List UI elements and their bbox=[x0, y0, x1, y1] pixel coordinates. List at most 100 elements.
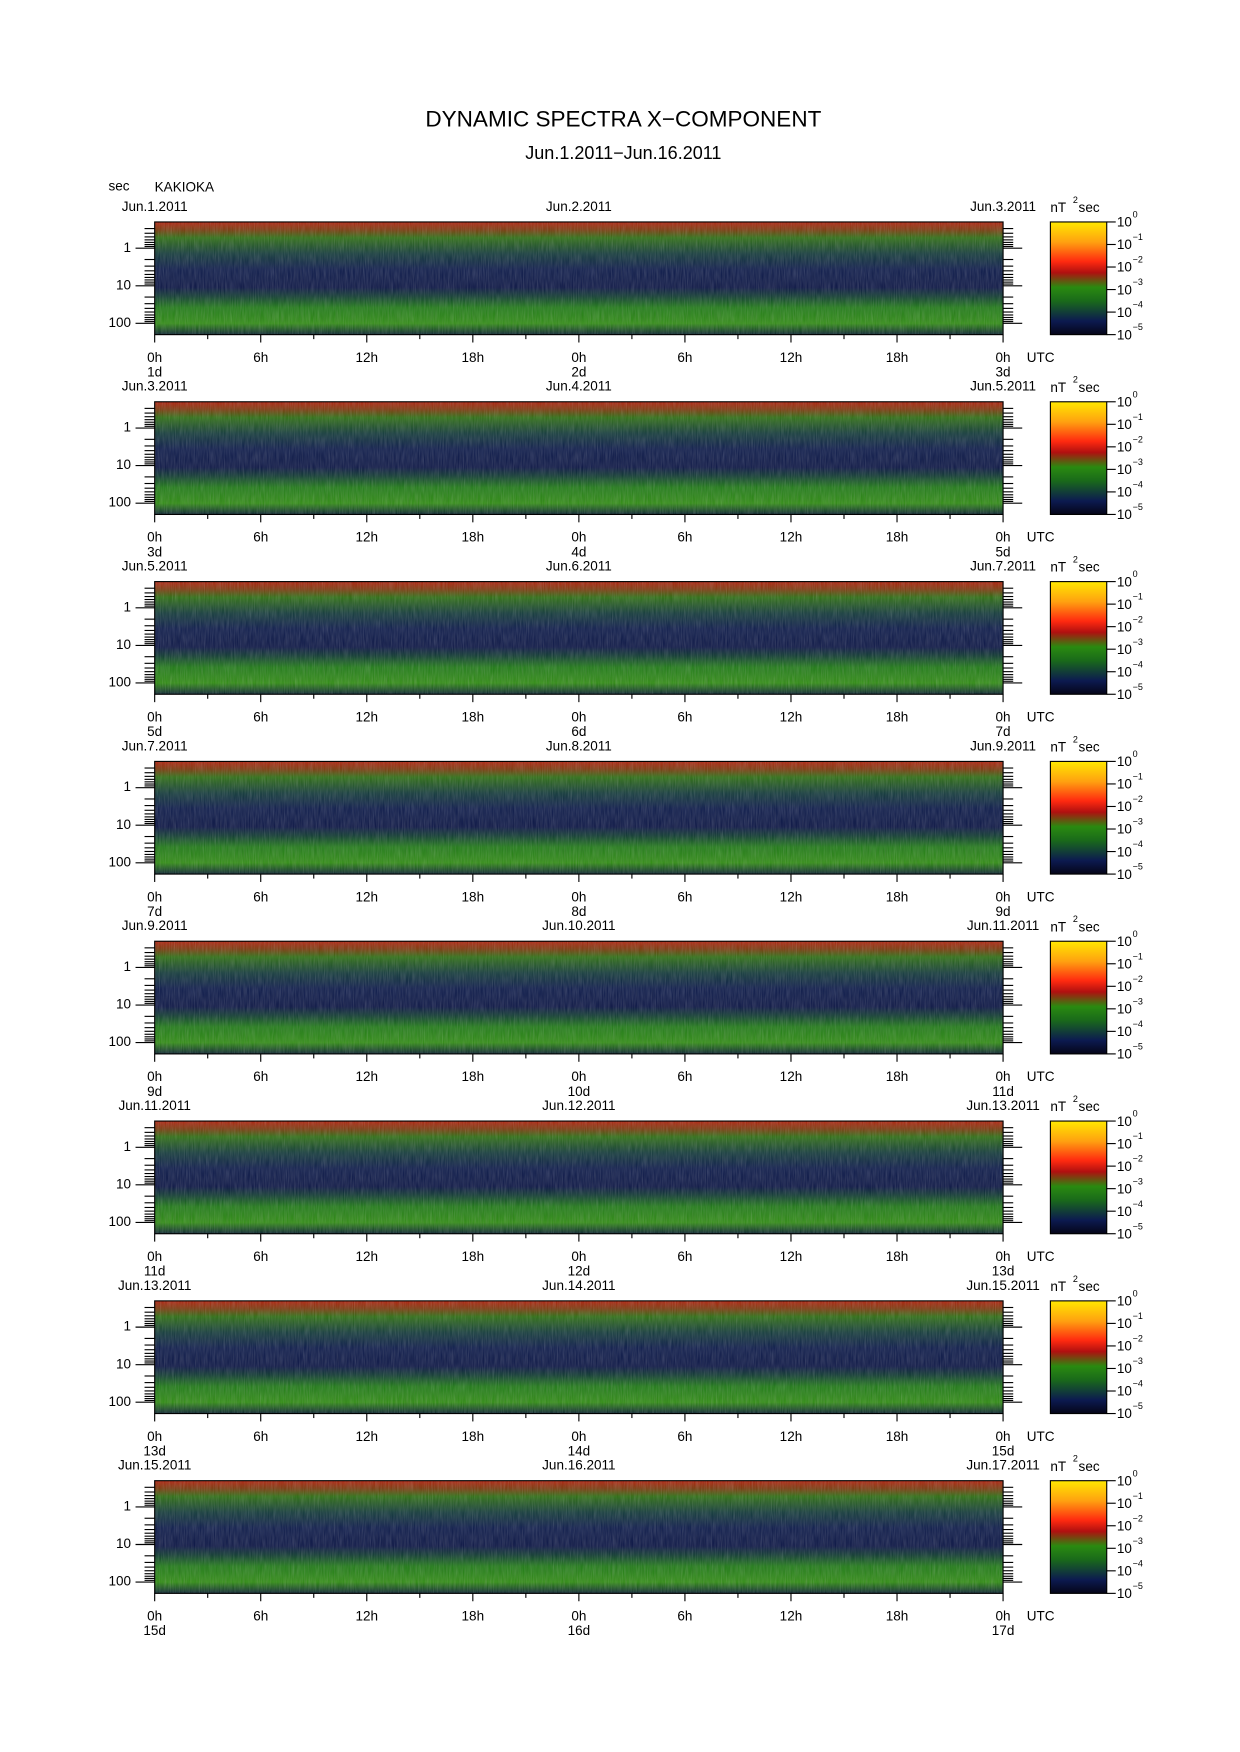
colorbar-tick-label: 10 bbox=[1117, 1564, 1132, 1579]
colorbar-unit-power: 2 bbox=[1073, 195, 1078, 205]
colorbar-tick-label: 10 bbox=[1117, 934, 1132, 949]
day-label: 5d bbox=[996, 544, 1011, 559]
colorbar-unit-suffix: sec bbox=[1079, 739, 1100, 754]
colorbar-tick-label: 10 bbox=[1117, 619, 1132, 634]
day-label: 3d bbox=[147, 544, 162, 559]
x-tick-label: 18h bbox=[886, 1429, 909, 1444]
day-label: 15d bbox=[143, 1623, 166, 1638]
x-tick-label: 12h bbox=[780, 1249, 803, 1264]
day-label: 5d bbox=[147, 724, 162, 739]
date-label: Jun.1.2011 bbox=[122, 199, 188, 214]
colorbar-unit-power: 2 bbox=[1073, 1274, 1078, 1284]
x-tick-label: 6h bbox=[253, 350, 268, 365]
x-tick-label: 0h bbox=[147, 1069, 162, 1084]
colorbar-tick-exponent: 0 bbox=[1133, 1468, 1138, 1478]
x-tick-label: 0h bbox=[571, 530, 586, 545]
y-tick-label: 100 bbox=[108, 675, 131, 690]
colorbar-tick-label: 10 bbox=[1117, 799, 1132, 814]
x-tick-label: 18h bbox=[462, 1249, 485, 1264]
x-axis-label: UTC bbox=[1027, 1429, 1055, 1444]
colorbar-tick-exponent: 0 bbox=[1133, 389, 1138, 399]
date-label: Jun.15.2011 bbox=[966, 1278, 1039, 1293]
spectrogram-texture bbox=[154, 941, 1004, 1054]
colorbar-tick-exponent: −4 bbox=[1133, 480, 1143, 490]
x-tick-label: 12h bbox=[355, 1609, 378, 1624]
colorbar-tick-label: 10 bbox=[1117, 305, 1132, 320]
date-label: Jun.9.2011 bbox=[122, 918, 188, 933]
colorbar-tick-label: 10 bbox=[1117, 754, 1132, 769]
day-label: 1d bbox=[147, 365, 162, 380]
x-tick-label: 0h bbox=[996, 1609, 1011, 1624]
x-axis-label: UTC bbox=[1027, 1249, 1055, 1264]
day-label: 12d bbox=[568, 1264, 591, 1279]
colorbar-unit: nT bbox=[1050, 560, 1066, 575]
day-label: 8d bbox=[571, 904, 586, 919]
colorbar-tick-exponent: −2 bbox=[1133, 434, 1143, 444]
y-tick-label: 100 bbox=[108, 1394, 131, 1409]
y-tick-label: 100 bbox=[108, 315, 131, 330]
colorbar-tick-exponent: −2 bbox=[1133, 1513, 1143, 1523]
x-tick-label: 0h bbox=[147, 1609, 162, 1624]
colorbar-tick-exponent: −2 bbox=[1133, 614, 1143, 624]
x-tick-label: 18h bbox=[886, 1069, 909, 1084]
day-label: 9d bbox=[147, 1084, 162, 1099]
spectrogram-texture bbox=[154, 761, 1004, 875]
colorbar-tick-exponent: −5 bbox=[1133, 1042, 1143, 1052]
colorbar-unit-suffix: sec bbox=[1079, 919, 1100, 934]
day-label: 13d bbox=[143, 1443, 166, 1458]
colorbar-unit-suffix: sec bbox=[1079, 1099, 1100, 1114]
colorbar-tick-exponent: −3 bbox=[1133, 996, 1143, 1006]
x-tick-label: 12h bbox=[355, 710, 378, 725]
colorbar-tick-label: 10 bbox=[1117, 1204, 1132, 1219]
colorbar-tick-exponent: −4 bbox=[1133, 1019, 1143, 1029]
x-tick-label: 0h bbox=[571, 1249, 586, 1264]
date-label: Jun.15.2011 bbox=[118, 1458, 191, 1473]
colorbar-tick-exponent: −1 bbox=[1133, 1311, 1143, 1321]
colorbar-tick-exponent: −2 bbox=[1133, 255, 1143, 265]
date-label: Jun.16.2011 bbox=[542, 1458, 615, 1473]
x-tick-label: 0h bbox=[571, 1609, 586, 1624]
colorbar-unit-suffix: sec bbox=[1079, 1459, 1100, 1474]
date-label: Jun.2.2011 bbox=[546, 199, 612, 214]
colorbar-tick-exponent: −4 bbox=[1133, 659, 1143, 669]
x-tick-label: 0h bbox=[996, 350, 1011, 365]
y-tick-label: 100 bbox=[108, 854, 131, 869]
y-unit: sec bbox=[108, 179, 129, 194]
day-label: 7d bbox=[996, 724, 1011, 739]
colorbar-unit: nT bbox=[1050, 1279, 1066, 1294]
colorbar-tick-exponent: 0 bbox=[1133, 569, 1138, 579]
date-label: Jun.17.2011 bbox=[966, 1458, 1039, 1473]
colorbar-tick-label: 10 bbox=[1117, 1226, 1132, 1241]
x-tick-label: 12h bbox=[780, 1609, 803, 1624]
colorbar-tick-exponent: −3 bbox=[1133, 1356, 1143, 1366]
x-tick-label: 0h bbox=[996, 1249, 1011, 1264]
colorbar-tick-exponent: −3 bbox=[1133, 457, 1143, 467]
date-label: Jun.13.2011 bbox=[966, 1098, 1039, 1113]
colorbar-unit-power: 2 bbox=[1073, 1454, 1078, 1464]
y-tick-label: 10 bbox=[116, 1356, 131, 1371]
date-label: Jun.7.2011 bbox=[970, 559, 1036, 574]
date-label: Jun.12.2011 bbox=[542, 1098, 615, 1113]
colorbar-tick-label: 10 bbox=[1117, 867, 1132, 882]
x-axis-label: UTC bbox=[1027, 350, 1055, 365]
date-label: Jun.3.2011 bbox=[970, 199, 1036, 214]
day-label: 11d bbox=[144, 1264, 166, 1279]
colorbar bbox=[1049, 221, 1108, 336]
spectrogram-texture bbox=[154, 581, 1004, 695]
spectrogram-texture bbox=[154, 401, 1004, 515]
colorbar-tick-exponent: 0 bbox=[1133, 210, 1138, 220]
spectrogram-texture bbox=[154, 221, 1004, 335]
x-tick-label: 6h bbox=[253, 1429, 268, 1444]
colorbar-unit: nT bbox=[1050, 739, 1066, 754]
colorbar-tick-exponent: −2 bbox=[1133, 794, 1143, 804]
x-tick-label: 12h bbox=[355, 350, 378, 365]
y-tick-label: 1 bbox=[123, 959, 131, 974]
x-tick-label: 6h bbox=[253, 889, 268, 904]
x-tick-label: 6h bbox=[677, 1609, 692, 1624]
colorbar-tick-label: 10 bbox=[1117, 664, 1132, 679]
colorbar-tick-exponent: −3 bbox=[1133, 637, 1143, 647]
colorbar-tick-exponent: −4 bbox=[1133, 839, 1143, 849]
colorbar-tick-label: 10 bbox=[1117, 1518, 1132, 1533]
